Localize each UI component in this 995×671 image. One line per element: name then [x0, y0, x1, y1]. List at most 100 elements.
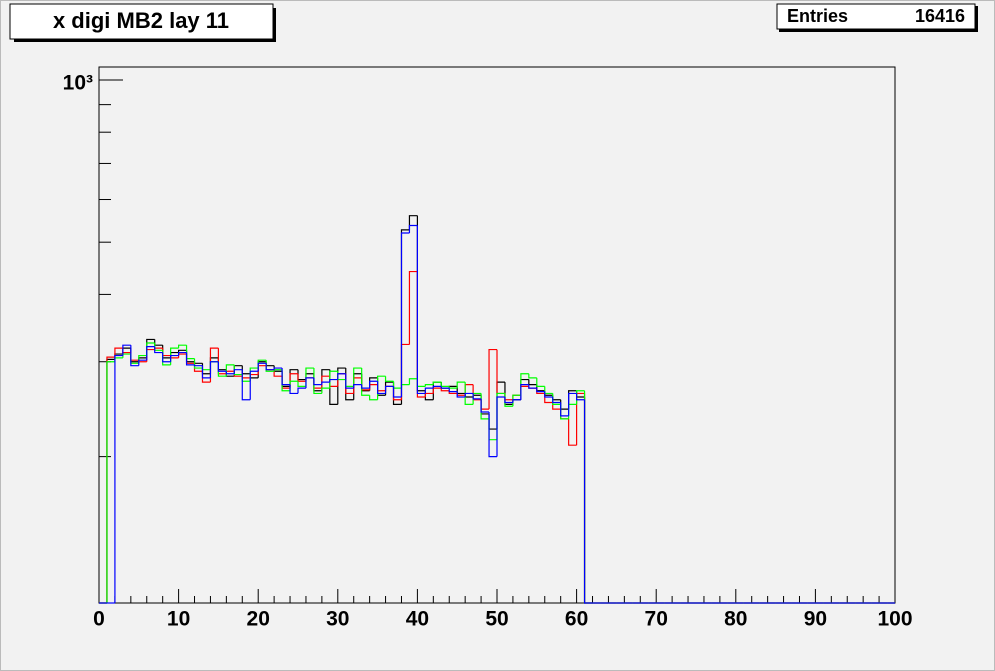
histogram-step [170, 354, 179, 362]
plot-frame [98, 66, 896, 604]
histogram-step [257, 362, 267, 372]
histogram-step [313, 368, 322, 395]
histogram-step [313, 377, 322, 386]
stats-box [776, 3, 976, 30]
histogram-step [392, 386, 402, 398]
histogram-step [289, 384, 298, 395]
histogram-step [496, 396, 505, 457]
histogram-step [297, 381, 306, 387]
histogram-step [400, 232, 410, 398]
histogram-step [337, 373, 346, 380]
histogram-step [456, 391, 466, 398]
histogram-step [456, 381, 466, 389]
histogram-step [544, 391, 553, 398]
histogram-step [178, 344, 187, 349]
histogram-step [520, 384, 529, 400]
x-tick-label: 50 [485, 608, 508, 631]
histogram-step [408, 270, 418, 345]
histogram-step [329, 378, 338, 383]
histogram-step [345, 373, 354, 389]
histogram-step [138, 359, 147, 366]
y-tick-label: 10³ [63, 72, 93, 95]
x-tick-label: 80 [724, 608, 747, 631]
histogram-step [568, 418, 577, 446]
histogram-step [464, 382, 474, 405]
x-tick-label: 90 [804, 608, 827, 631]
histogram-step [408, 378, 418, 385]
histogram-step [361, 384, 370, 389]
histogram-step [464, 392, 474, 398]
title-box [9, 3, 274, 40]
histogram-step [321, 387, 330, 394]
histogram-step [440, 388, 450, 392]
histogram-step [488, 412, 497, 458]
x-tick-label: 20 [247, 608, 270, 631]
histogram-step [233, 369, 243, 374]
histogram-step [337, 367, 346, 405]
histogram-step [528, 373, 537, 379]
histogram-step [480, 398, 490, 413]
x-tick-label: 30 [326, 608, 349, 631]
x-tick-label: 100 [877, 608, 912, 631]
histogram-step [305, 377, 314, 389]
histogram-step [576, 393, 585, 401]
histogram-step [249, 370, 259, 400]
histogram-step [122, 344, 131, 356]
histogram-step [384, 385, 394, 394]
histogram-step [377, 381, 386, 395]
histogram-step [178, 349, 187, 353]
histogram-step [321, 381, 330, 385]
histogram-step [353, 367, 362, 387]
histogram-step [408, 224, 418, 234]
histogram-step [369, 380, 378, 389]
histogram-step [560, 402, 569, 417]
histogram-step [217, 361, 227, 372]
histogram-step [233, 364, 243, 376]
histogram-step [281, 368, 291, 386]
histogram-step [536, 377, 545, 387]
stats-label: Entries [787, 6, 848, 26]
histogram-step [185, 352, 195, 366]
histogram-step [114, 347, 123, 358]
stats-value: 16416 [915, 6, 965, 26]
histogram-step [440, 386, 450, 389]
histogram-step [432, 381, 442, 385]
histogram-step [432, 385, 442, 389]
x-tick-label: 10 [167, 608, 190, 631]
histogram-step [424, 384, 434, 387]
chart-title: x digi MB2 lay 11 [53, 8, 229, 33]
histogram-step [552, 397, 561, 404]
histogram-step [361, 368, 370, 396]
histogram-step [297, 387, 306, 394]
histogram-step [178, 351, 187, 356]
x-tick-label: 60 [565, 608, 588, 631]
histogram-step [568, 392, 577, 416]
histogram-step [193, 364, 203, 367]
histogram-step [536, 388, 545, 393]
histogram-step [162, 352, 171, 363]
histogram-step [209, 361, 219, 378]
x-tick-label: 0 [93, 608, 105, 631]
histogram-step [416, 225, 426, 395]
histogram-step [106, 361, 115, 603]
x-tick-label: 70 [645, 608, 668, 631]
histogram-step [424, 387, 434, 394]
x-tick-label: 40 [406, 608, 429, 631]
histogram-step [201, 365, 211, 379]
histogram-step [528, 384, 537, 389]
histogram-step [154, 346, 163, 354]
histogram-step [504, 397, 513, 404]
histogram-step [225, 371, 235, 375]
histogram-step [369, 395, 378, 401]
histogram-step [583, 399, 593, 604]
histogram-step [353, 384, 362, 389]
histogram-step [384, 376, 394, 382]
histogram-step [273, 367, 283, 370]
histogram-step [472, 393, 482, 400]
histogram-step [241, 369, 251, 401]
histogram-step [512, 399, 521, 403]
histogram-step [448, 388, 458, 393]
histogram-step [146, 346, 155, 361]
histogram-step [193, 358, 203, 369]
